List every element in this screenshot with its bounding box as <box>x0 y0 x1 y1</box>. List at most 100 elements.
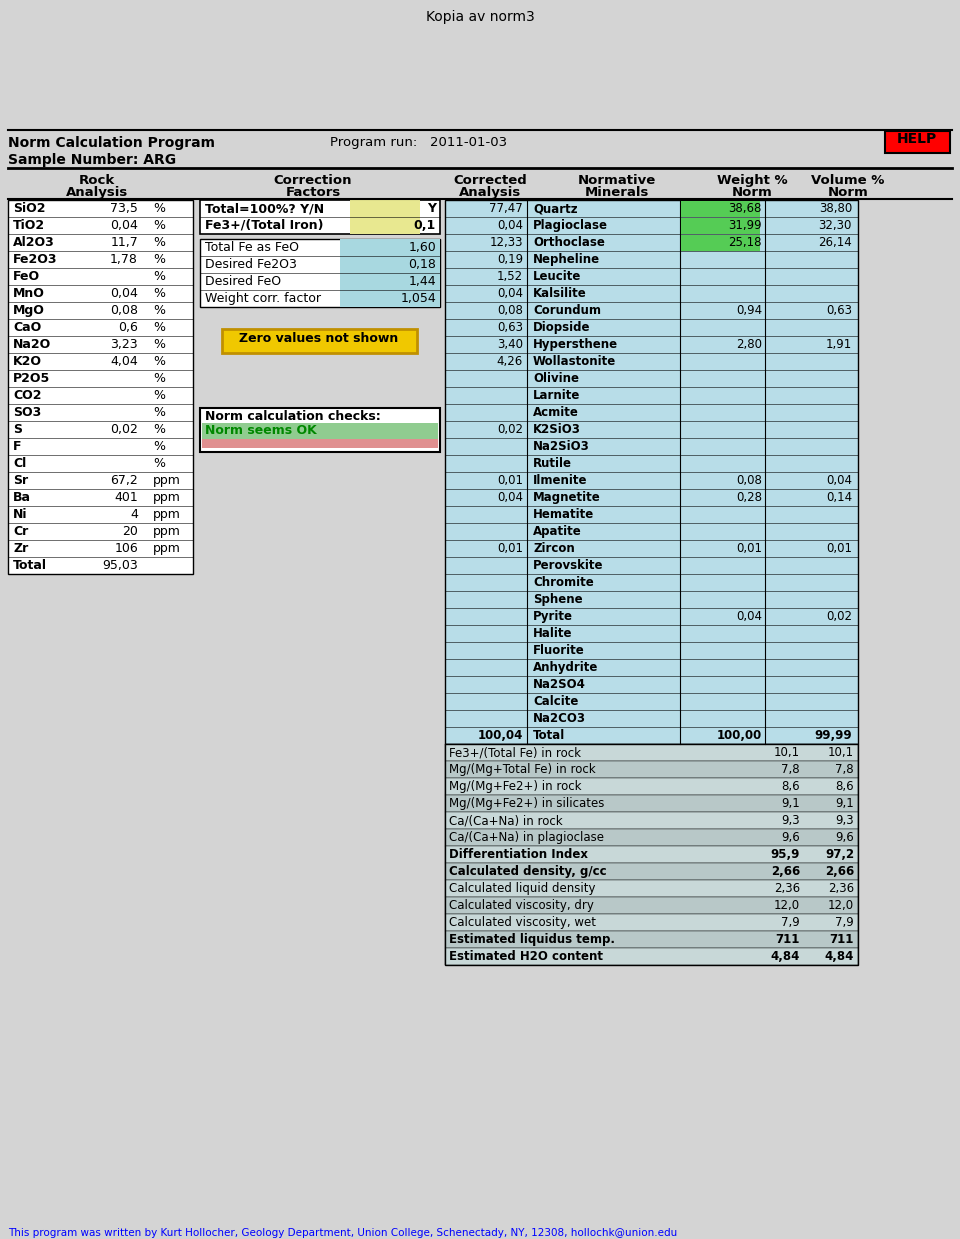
Text: 10,1: 10,1 <box>828 746 854 760</box>
Text: 0,02: 0,02 <box>497 422 523 436</box>
Text: 0,19: 0,19 <box>497 253 523 266</box>
Text: 0,63: 0,63 <box>497 321 523 335</box>
Text: 0,28: 0,28 <box>736 491 762 504</box>
Text: Fe3+/(Total Fe) in rock: Fe3+/(Total Fe) in rock <box>449 746 581 760</box>
Text: Mg/(Mg+Fe2+) in rock: Mg/(Mg+Fe2+) in rock <box>449 781 582 793</box>
Bar <box>350 199 420 234</box>
Text: %: % <box>153 457 165 470</box>
Text: Perovskite: Perovskite <box>533 559 604 572</box>
Text: 0,01: 0,01 <box>497 475 523 487</box>
Text: Sample Number: ARG: Sample Number: ARG <box>8 152 176 167</box>
Text: 73,5: 73,5 <box>110 202 138 216</box>
Text: 0,04: 0,04 <box>110 287 138 300</box>
Text: 31,99: 31,99 <box>729 219 762 232</box>
Text: %: % <box>153 406 165 419</box>
Text: 9,3: 9,3 <box>781 814 800 826</box>
Text: Hematite: Hematite <box>533 508 594 522</box>
Text: 100,00: 100,00 <box>717 729 762 742</box>
Text: Desired Fe2O3: Desired Fe2O3 <box>205 258 297 271</box>
Bar <box>445 743 858 965</box>
Bar <box>222 330 417 353</box>
Text: Analysis: Analysis <box>66 186 128 199</box>
Text: ppm: ppm <box>153 491 180 504</box>
Text: 4,84: 4,84 <box>771 950 800 963</box>
Bar <box>8 199 193 574</box>
Text: 401: 401 <box>114 491 138 504</box>
Bar <box>445 846 858 864</box>
Text: 26,14: 26,14 <box>818 235 852 249</box>
Text: Fe3+/(Total Iron): Fe3+/(Total Iron) <box>205 219 324 232</box>
Bar <box>445 199 858 743</box>
Text: ppm: ppm <box>153 508 180 522</box>
Text: Plagioclase: Plagioclase <box>533 219 608 232</box>
Text: ppm: ppm <box>153 475 180 487</box>
Text: 0,04: 0,04 <box>736 610 762 623</box>
Text: P2O5: P2O5 <box>13 372 50 385</box>
Text: K2O: K2O <box>13 356 42 368</box>
Text: 2,66: 2,66 <box>771 865 800 878</box>
Text: 9,3: 9,3 <box>835 814 854 826</box>
Bar <box>681 234 760 250</box>
Text: 1,44: 1,44 <box>408 275 436 287</box>
Text: Wollastonite: Wollastonite <box>533 356 616 368</box>
Text: Total: Total <box>533 729 565 742</box>
Text: Larnite: Larnite <box>533 389 581 401</box>
Text: Acmite: Acmite <box>533 406 579 419</box>
Text: 7,9: 7,9 <box>781 916 800 929</box>
Text: Y: Y <box>427 202 436 216</box>
Text: Quartz: Quartz <box>533 202 578 216</box>
Text: 1,52: 1,52 <box>497 270 523 282</box>
Text: Norm Calculation Program: Norm Calculation Program <box>8 136 215 150</box>
Text: Diopside: Diopside <box>533 321 590 335</box>
Text: Differentiation Index: Differentiation Index <box>449 847 588 861</box>
Text: Na2CO3: Na2CO3 <box>533 712 586 725</box>
Text: Fluorite: Fluorite <box>533 644 585 657</box>
Text: CaO: CaO <box>13 321 41 335</box>
Bar <box>445 795 858 812</box>
Bar <box>445 778 858 795</box>
Text: 7,8: 7,8 <box>835 763 854 776</box>
Text: Ni: Ni <box>13 508 28 522</box>
Bar <box>202 422 438 439</box>
Bar <box>445 930 858 948</box>
Text: 38,80: 38,80 <box>819 202 852 216</box>
Text: Cr: Cr <box>13 525 28 538</box>
Text: Na2SO4: Na2SO4 <box>533 678 586 691</box>
Bar <box>200 408 440 452</box>
Text: Corrected: Corrected <box>453 173 527 187</box>
Text: 2,66: 2,66 <box>825 865 854 878</box>
Text: 67,2: 67,2 <box>110 475 138 487</box>
Text: 0,01: 0,01 <box>736 541 762 555</box>
Text: Hypersthene: Hypersthene <box>533 338 618 351</box>
Text: Olivine: Olivine <box>533 372 579 385</box>
Text: FeO: FeO <box>13 270 40 282</box>
Text: 2011-01-03: 2011-01-03 <box>430 136 507 149</box>
Bar <box>445 914 858 930</box>
Text: 4,26: 4,26 <box>496 356 523 368</box>
Text: 9,6: 9,6 <box>781 831 800 844</box>
Bar <box>445 880 858 897</box>
Text: Chromite: Chromite <box>533 576 593 589</box>
Text: 1,60: 1,60 <box>408 242 436 254</box>
Text: 97,2: 97,2 <box>825 847 854 861</box>
Text: MgO: MgO <box>13 304 45 317</box>
Text: 8,6: 8,6 <box>781 781 800 793</box>
Text: 0,18: 0,18 <box>408 258 436 271</box>
Text: Desired FeO: Desired FeO <box>205 275 281 287</box>
Text: 0,6: 0,6 <box>118 321 138 335</box>
Bar <box>445 948 858 965</box>
Text: 4: 4 <box>131 508 138 522</box>
Text: Sphene: Sphene <box>533 593 583 606</box>
Bar <box>445 864 858 880</box>
Bar <box>445 761 858 778</box>
Text: Factors: Factors <box>285 186 341 199</box>
Text: Mg/(Mg+Fe2+) in silicates: Mg/(Mg+Fe2+) in silicates <box>449 797 605 810</box>
Text: Cl: Cl <box>13 457 26 470</box>
Text: 711: 711 <box>829 933 854 947</box>
Text: %: % <box>153 422 165 436</box>
Text: Zircon: Zircon <box>533 541 575 555</box>
Text: %: % <box>153 270 165 282</box>
Text: Estimated H2O content: Estimated H2O content <box>449 950 603 963</box>
Text: Na2SiO3: Na2SiO3 <box>533 440 589 453</box>
Text: Magnetite: Magnetite <box>533 491 601 504</box>
